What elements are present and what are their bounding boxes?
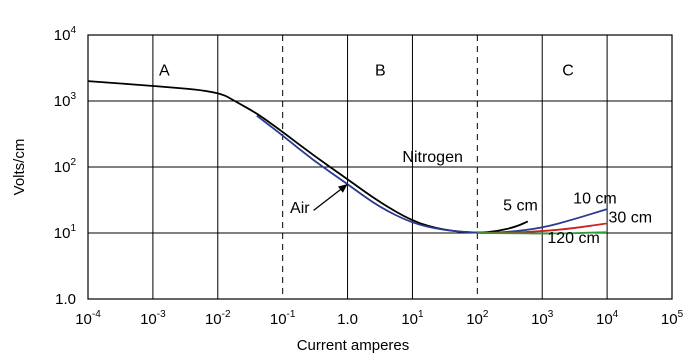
y-tick-label: 103 [54, 91, 77, 110]
series-line-120-cm [477, 231, 608, 235]
tick-labels: 10-4 10-3 10-2 10-1 1.0 101 102 103 104 105 1.0 101… [54, 25, 684, 328]
annotations: A B C Nitrogen Air 5 cm 10 cm 30 cm 120 cm [159, 63, 652, 248]
annotation-nitrogen: Nitrogen [402, 149, 462, 166]
region-label-c: C [562, 63, 574, 80]
x-tick-label: 10-3 [140, 309, 166, 328]
series-line-air [256, 114, 608, 234]
x-tick-label: 10-1 [270, 309, 296, 328]
annotation-arrow-head [337, 184, 348, 193]
annotation-5-cm: 5 cm [503, 197, 538, 214]
x-tick-label: 103 [531, 309, 554, 328]
annotation-30-cm: 30 cm [608, 209, 652, 226]
annotation-10-cm: 10 cm [573, 190, 617, 207]
x-tick-label: 101 [401, 309, 424, 328]
annotation-air: Air [290, 200, 310, 217]
y-tick-label: 104 [54, 25, 77, 44]
x-tick-label: 105 [661, 309, 684, 328]
y-tick-label: 101 [54, 223, 77, 242]
plot-border [87, 34, 673, 300]
series-lines [87, 80, 608, 235]
series-line-nitrogen [87, 80, 529, 234]
region-dividers [282, 35, 478, 299]
x-tick-label: 10-4 [75, 309, 101, 328]
region-label-a: A [159, 63, 170, 80]
x-tick-label: 1.0 [337, 311, 358, 328]
plot-frame [87, 34, 673, 300]
y-tick-label: 1.0 [55, 291, 76, 308]
y-axis-label: Volts/cm [11, 139, 28, 196]
x-tick-label: 104 [596, 309, 619, 328]
annotation-120-cm: 120 cm [547, 230, 599, 247]
region-label-b: B [375, 63, 386, 80]
x-tick-label: 102 [466, 309, 489, 328]
x-tick-label: 10-2 [205, 309, 231, 328]
x-axis-label: Current amperes [297, 337, 410, 354]
y-tick-label: 102 [54, 157, 77, 176]
